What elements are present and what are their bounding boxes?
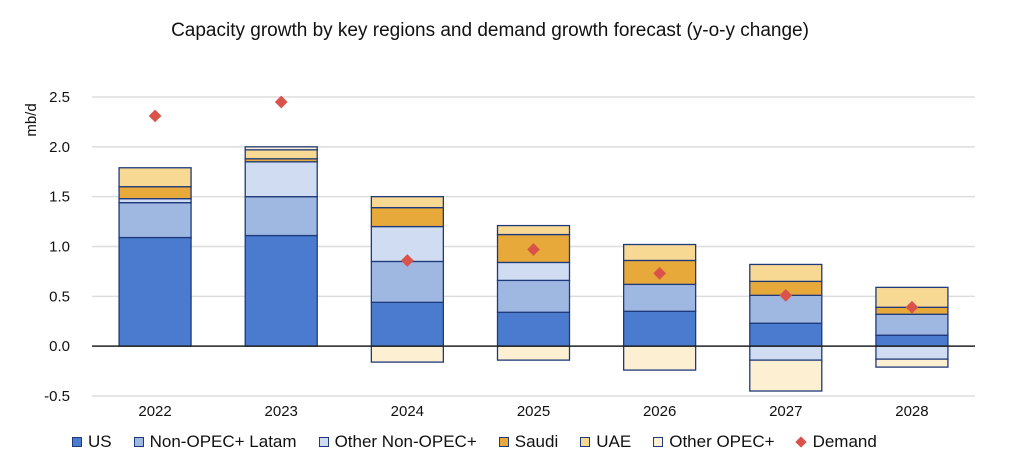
y-tick-label: 0.5 [49,288,70,305]
y-tick-label: 2.0 [49,139,70,156]
bar-segment-other-opec- [749,359,823,392]
legend: US Non-OPEC+ Latam Other Non-OPEC+ Saudi UAE… [72,432,899,452]
chart-title: Capacity growth by key regions and deman… [171,20,809,41]
bar-segment-non-opec-latam [622,283,697,312]
x-tick-label: 2025 [517,403,550,420]
demand-marker [274,95,288,109]
x-tick-label: 2026 [643,403,676,420]
legend-swatch [318,437,329,447]
legend-item: Other OPEC+ [653,432,775,452]
y-tick-label: 1.0 [49,239,70,256]
bar-segment-other-opec- [622,345,697,371]
bar-segment-other-opec- [496,345,571,361]
y-tick-label: -0.5 [44,388,70,405]
bar-segment-other-opec- [875,358,949,368]
bar-segment-us [244,234,318,347]
bar-segment-us [622,310,697,347]
bar-segment-uae [749,263,823,283]
x-tick-label: 2028 [895,403,928,420]
bar-segment-saudi [118,186,192,200]
bar-segment-us [875,334,949,347]
x-tick-label: 2023 [265,403,298,420]
bar-segment-other-non-opec- [749,345,823,361]
bar-segment-other-non-opec- [875,345,949,360]
legend-item: US [72,432,112,452]
legend-swatch [653,437,664,447]
x-tick-label: 2024 [391,403,424,420]
y-tick-label: 2.5 [49,89,70,106]
bar-segment-uae [244,149,318,160]
bar-segment-other-non-opec- [496,261,571,282]
legend-swatch [498,437,509,447]
bar-segment-other-non-opec- [244,161,318,198]
y-axis-label: mb/d [23,103,40,136]
legend-label: Demand [812,432,877,451]
legend-item: Other Non-OPEC+ [318,432,477,452]
bar-segment-us [496,311,571,347]
bar-segment-uae [622,243,697,262]
legend-label: Other OPEC+ [669,432,775,451]
legend-swatch [133,437,144,447]
bar-segment-other-opec- [244,146,318,151]
bar-segment-non-opec-latam [118,201,192,239]
legend-swatch [72,437,82,447]
bar-segment-uae [370,196,445,209]
legend-swatch [794,436,807,448]
bar-segment-saudi [370,206,445,228]
bar-segment-uae [118,167,192,188]
bar-segment-us [749,322,823,347]
bar-segment-uae [496,224,571,236]
legend-label: Other Non-OPEC+ [334,432,477,451]
legend-item: Non-OPEC+ Latam [133,432,297,452]
y-tick-label: 1.5 [49,189,70,206]
bar-segment-non-opec-latam [875,313,949,336]
legend-label: US [88,432,112,451]
bar-segment-non-opec-latam [749,294,823,324]
bar-segment-us [370,301,445,347]
x-tick-label: 2027 [769,403,802,420]
legend-label: Saudi [514,432,559,451]
demand-marker [148,109,162,123]
legend-item: UAE [580,432,631,452]
bar-segment-other-opec- [370,345,445,363]
demand-marker [400,254,414,267]
legend-swatch [580,437,591,447]
bar-segment-non-opec-latam [496,279,571,313]
bar-segment-us [118,236,192,347]
legend-item: Saudi [498,432,559,452]
x-tick-label: 2022 [138,403,171,420]
y-tick-label: 0.0 [49,338,70,355]
legend-item: Demand [794,432,877,452]
bar-segment-non-opec-latam [370,260,445,303]
legend-label: Non-OPEC+ Latam [149,432,297,451]
legend-label: UAE [596,432,632,451]
bar-segment-non-opec-latam [244,196,318,237]
